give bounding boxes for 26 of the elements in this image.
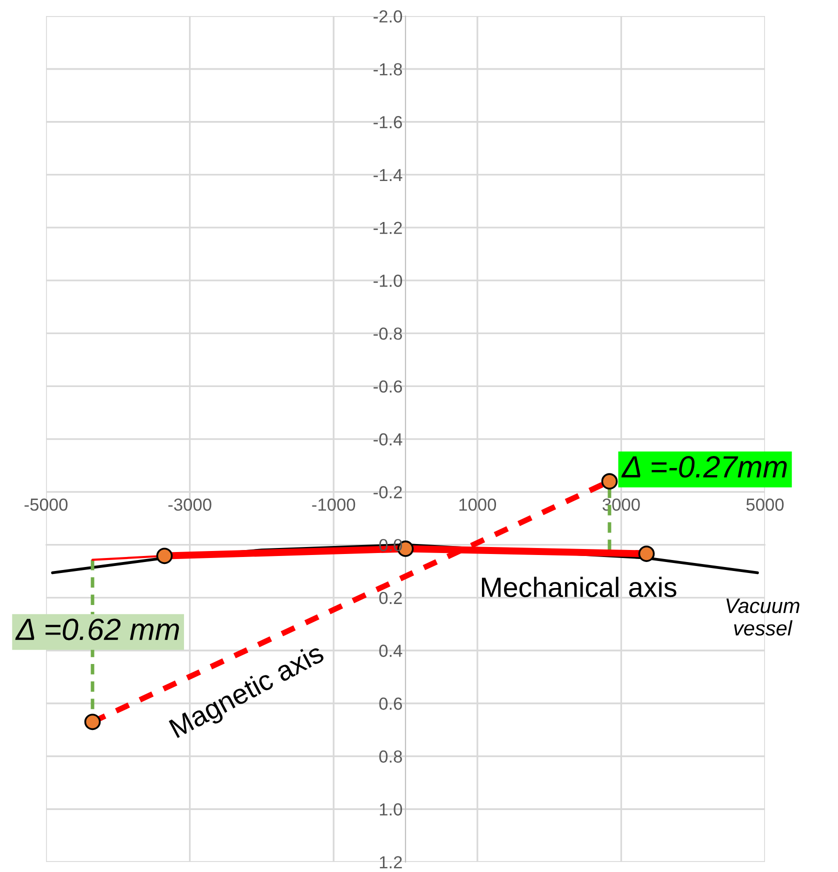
annotation: Δ =0.62 mm xyxy=(15,618,179,640)
x-tick-label: -3000 xyxy=(168,498,212,511)
y-tick-label: -0.6 xyxy=(374,380,402,393)
y-tick-label: -0.4 xyxy=(374,433,402,446)
x-tick-label: 5000 xyxy=(746,498,784,511)
y-tick-label: -0.2 xyxy=(374,486,402,498)
series-label: Vacuum vessel xyxy=(726,598,800,636)
x-tick-label: -1000 xyxy=(312,498,356,511)
y-tick-label: -1.0 xyxy=(374,274,402,287)
y-tick-label: 0.4 xyxy=(379,644,402,657)
y-tick-label: -1.6 xyxy=(374,116,402,128)
y-tick-label: -0.8 xyxy=(374,327,402,340)
y-tick-label: 0.0 xyxy=(379,538,402,552)
y-tick-label: -1.8 xyxy=(374,63,402,76)
x-tick-label: -5000 xyxy=(24,498,68,511)
y-tick-label: 0.2 xyxy=(379,592,402,604)
y-tick-label: 1.0 xyxy=(380,803,402,816)
y-tick-label: -1.4 xyxy=(374,169,402,182)
annotation: Δ =-0.27mm xyxy=(621,456,787,478)
y-tick-label: 0.8 xyxy=(379,750,402,763)
x-tick-label: 1000 xyxy=(459,498,496,511)
y-tick-label: 0.6 xyxy=(379,698,402,710)
y-tick-label: 1.2 xyxy=(380,856,402,868)
y-tick-label: -2.0 xyxy=(374,10,402,23)
series-label: Mechanical axis xyxy=(482,576,676,598)
y-tick-label: -1.2 xyxy=(374,222,402,234)
